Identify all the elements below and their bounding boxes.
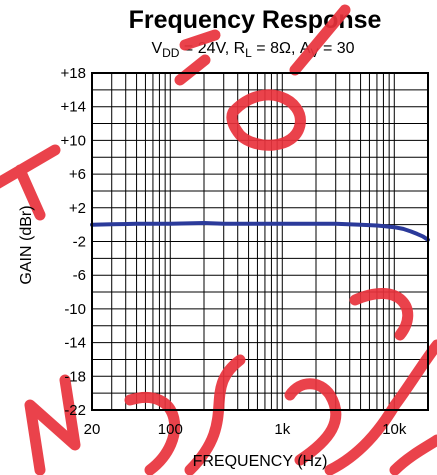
watermark-stroke [289,4,351,76]
y-tick-label: -6 [73,267,86,284]
watermark-stroke [324,339,437,475]
plot-border [91,72,429,411]
x-tick-label: 20 [84,421,101,438]
x-tick-label: 10k [382,421,407,438]
watermark-stroke [124,392,181,475]
y-tick-label: -14 [64,335,86,352]
watermark-stroke [226,89,306,151]
watermark-stroke [389,434,437,475]
watermark-stroke [174,29,221,86]
x-axis-label: FREQUENCY (Hz) [193,453,328,470]
y-tick-labels: +18 +14 +10 +6 +2 -2 -6 -10 -14 -18 -22 [61,65,86,419]
watermark-stroke [0,144,61,221]
y-tick-label: +18 [61,65,86,82]
x-tick-label: 100 [158,421,183,438]
y-tick-label: +10 [61,132,86,149]
y-tick-label: -22 [64,402,86,419]
y-tick-label: -18 [64,368,86,385]
x-tick-label: 1k [274,421,290,438]
plot-frame [91,72,429,411]
y-tick-label: +14 [61,99,86,116]
y-tick-label: +6 [69,166,86,183]
y-tick-label: -10 [64,301,86,318]
y-axis-label: GAIN (dBr) [18,205,35,284]
series-layer [90,221,430,242]
x-tick-labels: 20 100 1k 10k [84,421,407,438]
watermark-stroke [349,288,414,341]
watermark-stroke [184,354,246,475]
watermark-stroke [284,378,342,466]
watermark [0,4,437,475]
grid [92,73,428,410]
watermark-stroke [24,374,81,475]
y-tick-label: -2 [73,234,86,251]
y-tick-label: +2 [69,200,86,217]
series-line [90,221,430,242]
